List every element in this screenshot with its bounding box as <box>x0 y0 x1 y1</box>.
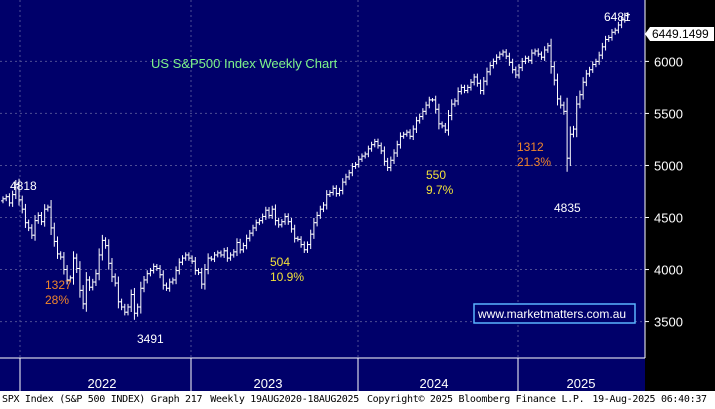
footer-timestamp: 19-Aug-2025 06:40:37 <box>592 394 707 405</box>
y-tick-label: 5000 <box>654 158 683 173</box>
price-bar <box>626 12 630 18</box>
y-tick-label: 3500 <box>654 315 683 330</box>
annotation-21-3pct: 21.3% <box>517 155 551 169</box>
x-tick-label: 2025 <box>567 376 596 391</box>
price-bars <box>1 12 630 320</box>
last-value-text: 6449.1499 <box>652 27 709 41</box>
watermark-box: www.marketmatters.com.au <box>473 303 636 324</box>
annotation-504: 504 <box>270 255 290 269</box>
x-tick-label: 2024 <box>420 376 449 391</box>
x-tick-label: 2023 <box>254 376 283 391</box>
annotation-550: 550 <box>426 168 446 182</box>
annotation-4818: 4818 <box>10 179 37 193</box>
chart-title: US S&P500 Index Weekly Chart <box>151 56 338 71</box>
footer-range: Weekly 19AUG2020-18AUG2025 <box>210 394 359 405</box>
annotations: 4818 1327 28% 3491 504 10.9% 550 9.7% 13… <box>10 10 631 346</box>
bloomberg-footer: SPX Index (S&P 500 INDEX) Graph 217 Weekl… <box>0 391 715 409</box>
annotation-4835: 4835 <box>554 201 581 215</box>
annotation-1312: 1312 <box>517 140 544 154</box>
x-tick-label: 2022 <box>88 376 117 391</box>
footer-copyright: Copyright© 2025 Bloomberg Finance L.P. <box>366 394 585 405</box>
watermark-text: www.marketmatters.com.au <box>477 307 626 321</box>
annotation-3491: 3491 <box>137 332 164 346</box>
annotation-10-9pct: 10.9% <box>270 270 304 284</box>
last-value-label: 6449.1499 <box>645 27 714 41</box>
annotation-28pct: 28% <box>45 293 69 307</box>
annotation-1327: 1327 <box>45 278 72 292</box>
x-axis-ticks: 2022 2023 2024 2025 <box>19 358 596 391</box>
y-tick-label: 4000 <box>654 263 683 278</box>
y-tick-label: 6000 <box>654 54 683 69</box>
y-tick-label: 4500 <box>654 211 683 226</box>
footer-security: SPX Index (S&P 500 INDEX) Graph 217 <box>2 394 203 405</box>
annotation-9-7pct: 9.7% <box>426 183 454 197</box>
plot-background <box>0 0 645 391</box>
axis-background <box>645 0 715 391</box>
annotation-6481: 6481 <box>604 10 631 24</box>
y-tick-label: 5500 <box>654 106 683 121</box>
y-axis-ticks: 3500 4000 4500 5000 5500 6000 <box>645 54 683 330</box>
